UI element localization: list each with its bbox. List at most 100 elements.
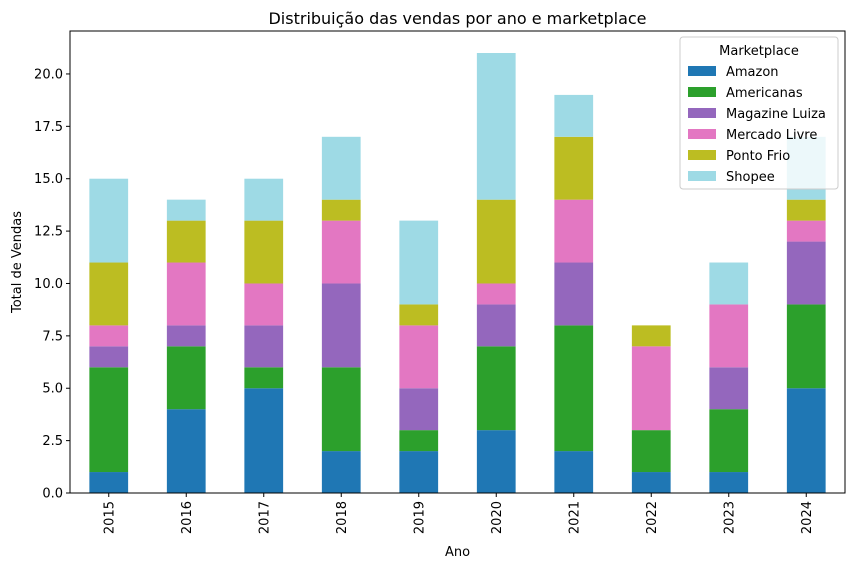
y-tick-label: 2.5 <box>42 434 63 449</box>
y-tick-label: 20.0 <box>34 67 63 82</box>
bar-segment <box>399 430 439 452</box>
bar-segment <box>554 199 594 263</box>
y-tick-label: 12.5 <box>34 225 63 240</box>
legend-swatch <box>688 171 716 181</box>
bar-segment <box>786 220 826 242</box>
legend-swatch <box>688 66 716 76</box>
legend-swatch <box>688 129 716 139</box>
legend-label: Mercado Livre <box>726 128 817 143</box>
chart-title: Distribuição das vendas por ano e market… <box>268 9 646 28</box>
bar-segment <box>321 220 361 284</box>
bar-segment <box>709 472 749 493</box>
bar-segment <box>554 325 594 452</box>
x-axis-ticks: 2015 2016 2017 2018 2019 2020 2021 2022 2023 2024 <box>102 493 815 534</box>
bar-segment <box>476 430 516 493</box>
bar-segment <box>786 199 826 221</box>
legend: Marketplace Amazon Americanas Magazine Lui… <box>679 36 839 190</box>
bar-segment <box>321 451 361 493</box>
bar-segment <box>166 325 206 347</box>
bar-segment <box>399 388 439 431</box>
bar-segment <box>709 304 749 368</box>
x-tick-label: 2022 <box>645 501 660 534</box>
bar-segment <box>786 388 826 493</box>
bar-segment <box>321 199 361 221</box>
bar-segment <box>786 304 826 389</box>
bar-segment <box>709 262 749 305</box>
bar-segment <box>89 178 129 263</box>
legend-swatch <box>688 108 716 118</box>
bar-segment <box>166 220 206 263</box>
bar-segment <box>321 136 361 200</box>
y-axis-ticks: 0.0 2.5 5.0 7.5 10.0 12.5 15.0 17.5 20.0 <box>34 67 70 502</box>
x-tick-label: 2021 <box>567 501 582 534</box>
bar-segment <box>244 325 284 368</box>
bar-segment <box>244 283 284 326</box>
y-axis-label: Total de Vendas <box>10 211 25 314</box>
bar-segment <box>244 388 284 493</box>
x-tick-label: 2015 <box>102 501 117 534</box>
bar-segment <box>631 325 671 347</box>
legend-box <box>679 36 839 190</box>
bar-segment <box>554 451 594 493</box>
y-tick-label: 17.5 <box>34 120 63 135</box>
legend-label: Shopee <box>726 170 775 185</box>
series-amazon <box>89 388 826 493</box>
legend-label: Ponto Frio <box>726 149 790 164</box>
bar-segment <box>89 367 129 473</box>
axes <box>69 30 846 494</box>
series-magazine-luiza <box>89 241 826 431</box>
bar-segment <box>166 409 206 493</box>
legend-label: Amazon <box>726 65 779 80</box>
bar-segment <box>89 346 129 368</box>
bar-segment <box>554 136 594 200</box>
bar-segment <box>89 262 129 326</box>
bar-segment <box>166 262 206 326</box>
bar-segment <box>244 367 284 389</box>
bar-segment <box>476 53 516 200</box>
x-tick-label: 2019 <box>412 501 427 534</box>
legend-title: Marketplace <box>719 44 799 59</box>
bar-segment <box>166 346 206 410</box>
bar-segment <box>399 304 439 326</box>
x-tick-label: 2017 <box>257 501 272 534</box>
x-tick-label: 2020 <box>490 501 505 534</box>
bar-segment <box>476 283 516 305</box>
bar-segment <box>399 325 439 389</box>
bar-segment <box>554 262 594 326</box>
bar-segment <box>321 283 361 368</box>
x-tick-label: 2024 <box>800 501 815 534</box>
series-mercado-livre <box>89 199 826 431</box>
bar-segment <box>554 94 594 137</box>
bar-segment <box>709 409 749 473</box>
x-tick-label: 2023 <box>722 501 737 534</box>
bar-segment <box>631 346 671 431</box>
x-tick-label: 2016 <box>180 501 195 534</box>
y-tick-label: 7.5 <box>42 329 63 344</box>
legend-swatch <box>688 150 716 160</box>
bar-segment <box>399 220 439 305</box>
bar-segment <box>244 178 284 221</box>
legend-label: Americanas <box>726 86 803 101</box>
bar-segment <box>476 346 516 431</box>
bar-segment <box>321 367 361 452</box>
bar-segment <box>89 325 129 347</box>
legend-swatch <box>688 87 716 97</box>
legend-label: Magazine Luiza <box>726 107 826 122</box>
y-tick-label: 10.0 <box>34 277 63 292</box>
bar-segment <box>399 451 439 493</box>
bar-segment <box>476 304 516 347</box>
x-axis-label: Ano <box>445 545 470 560</box>
bar-segment <box>786 241 826 305</box>
y-tick-label: 5.0 <box>42 382 63 397</box>
bar-segment <box>631 430 671 473</box>
y-tick-label: 15.0 <box>34 172 63 187</box>
bar-segment <box>476 199 516 284</box>
bar-segment <box>709 367 749 410</box>
bar-segment <box>166 199 206 221</box>
x-tick-label: 2018 <box>335 501 350 534</box>
series-ponto-frio <box>89 136 826 347</box>
bar-segment <box>244 220 284 284</box>
bar-segment <box>631 472 671 493</box>
y-tick-label: 0.0 <box>42 487 63 502</box>
